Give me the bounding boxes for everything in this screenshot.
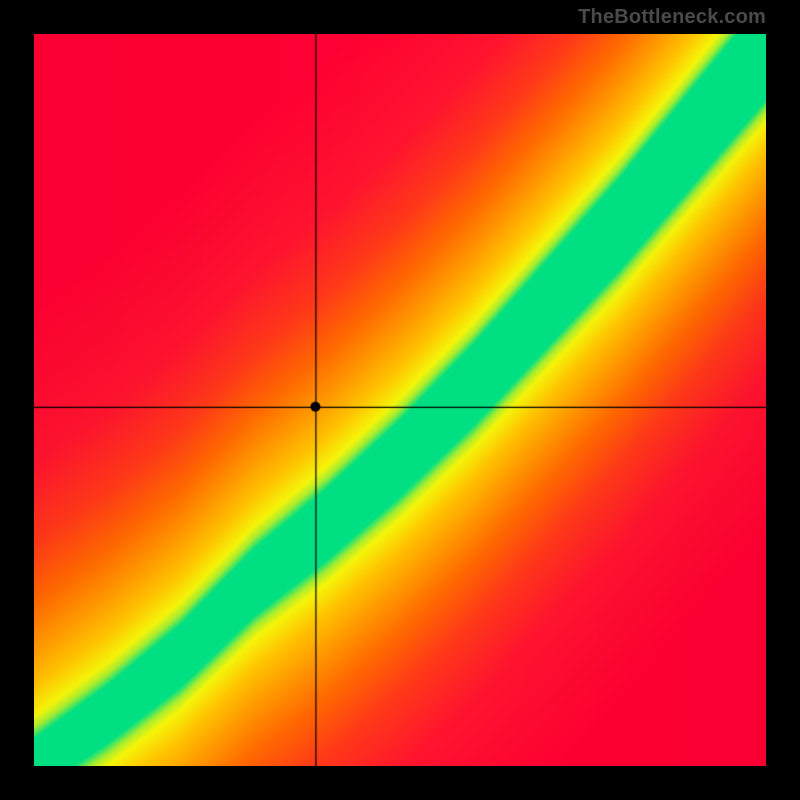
bottleneck-heatmap [34, 34, 766, 766]
attribution-text: TheBottleneck.com [578, 6, 766, 29]
chart-container: { "attribution": "TheBottleneck.com", "c… [0, 0, 800, 800]
